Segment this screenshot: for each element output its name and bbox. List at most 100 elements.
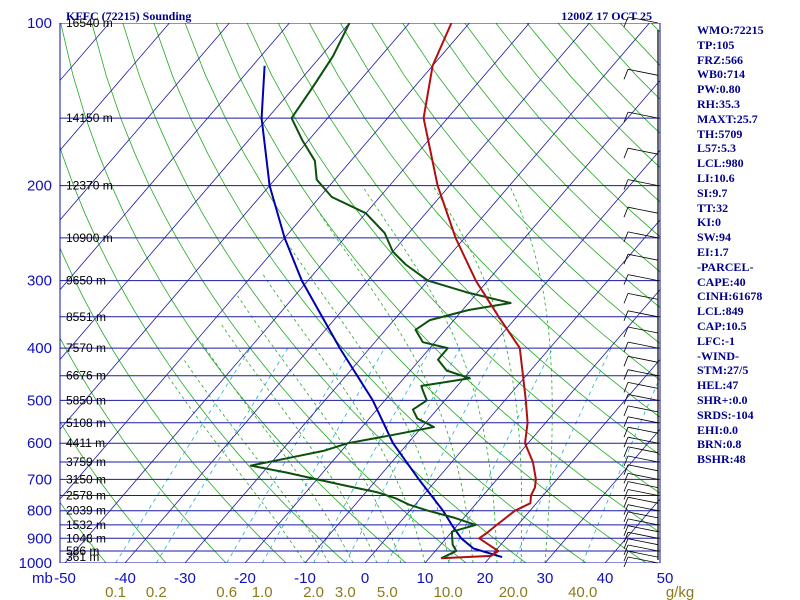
height-label: 5850 m xyxy=(66,393,106,407)
temperature-tick-label: 30 xyxy=(537,570,554,587)
wind-barb-flag xyxy=(623,111,629,123)
pressure-tick-label: 800 xyxy=(27,503,52,520)
wind-barb xyxy=(627,473,659,480)
wind-barb xyxy=(627,464,659,472)
wind-barb xyxy=(627,341,659,349)
wind-barb xyxy=(627,416,659,424)
dry-adiabat-line xyxy=(277,23,660,456)
pressure-tick-label: 400 xyxy=(27,340,52,357)
station-title: KFFC (72215) Sounding xyxy=(66,9,191,23)
chart-grid xyxy=(60,23,660,563)
dry-adiabat-line xyxy=(402,23,660,308)
temperature-tick-label: 40 xyxy=(597,570,614,587)
sounding-index-item: L57:5.3 xyxy=(697,141,736,156)
isotherm-line xyxy=(244,79,660,563)
isotherm-line xyxy=(484,358,660,563)
sounding-index-item: PW:0.80 xyxy=(697,82,741,97)
wind-barb-flag xyxy=(623,481,629,492)
dry-adiabat-line xyxy=(433,23,660,273)
wind-barb-flag xyxy=(623,416,629,427)
wind-barb-flag xyxy=(623,231,629,243)
isotherm-line xyxy=(60,23,410,430)
wind-barb xyxy=(627,111,659,119)
height-label: 8551 m xyxy=(66,310,106,324)
wind-barb xyxy=(627,550,659,558)
pressure-tick-label: 600 xyxy=(27,435,52,452)
height-label: 361 m xyxy=(66,550,99,564)
wind-barb xyxy=(627,231,659,239)
sounding-index-item: SHR+:0.0 xyxy=(697,392,748,407)
wind-barb xyxy=(627,179,659,186)
temperature-tick-label: 20 xyxy=(477,570,494,587)
sounding-index-item: LCL:849 xyxy=(697,304,744,319)
dry-adiabat-line xyxy=(60,421,167,563)
wind-barb xyxy=(627,16,659,24)
sounding-index-item: RH:35.3 xyxy=(697,96,740,111)
mixing-ratio-tick-label: 2.0 xyxy=(303,584,324,600)
mixing-ratio-tick-label: 5.0 xyxy=(377,584,398,600)
dry-adiabat-line xyxy=(60,337,227,563)
mixing-ratio-tick-label: 10.0 xyxy=(433,584,462,600)
mixing-ratio-tick-label: 20.0 xyxy=(499,584,528,600)
wind-barb-flag xyxy=(623,464,629,475)
sounding-index-item: TP:105 xyxy=(697,37,735,52)
sounding-index-item: WMO:72215 xyxy=(697,23,764,37)
wind-barb-flag xyxy=(623,518,629,530)
wind-barb xyxy=(627,531,659,539)
wind-barb xyxy=(627,206,659,214)
dry-adiabat-line xyxy=(91,23,467,563)
sounding-index-item: EI:1.7 xyxy=(697,244,729,259)
sounding-index-item: SRDS:-104 xyxy=(697,407,754,422)
height-label: 10900 m xyxy=(66,231,113,245)
sounding-index-item: CAPE:40 xyxy=(697,274,746,289)
dry-adiabat-line xyxy=(371,23,660,345)
wind-barb-flag xyxy=(623,356,629,367)
sounding-index-item: EHI:0.0 xyxy=(697,422,739,437)
sounding-index-item: SI:9.7 xyxy=(697,185,728,200)
wind-barb-flag xyxy=(623,427,629,438)
dry-adiabat-line xyxy=(215,23,660,533)
parcel-path-line xyxy=(260,65,503,559)
height-label: 3150 m xyxy=(66,472,106,486)
sounding-index-item: MAXT:25.7 xyxy=(697,111,758,126)
wind-barb-flag xyxy=(623,497,629,508)
height-label: 5108 m xyxy=(66,416,106,430)
wind-barb-flag xyxy=(623,446,629,457)
wind-barb-flag xyxy=(623,69,629,80)
temperature-tick-label: 0 xyxy=(361,570,369,587)
sounding-index-item: SW:94 xyxy=(697,230,732,245)
sounding-index-item: WB0:714 xyxy=(697,67,745,82)
wind-barb-flag xyxy=(623,394,629,405)
temperature-tick-label: -30 xyxy=(174,570,196,587)
wind-barb xyxy=(627,489,659,496)
moist-adiabat-line xyxy=(289,246,450,563)
isotherm-line xyxy=(124,23,590,563)
moist-adiabat-line xyxy=(237,295,402,563)
sounding-index-item: BRN:0.8 xyxy=(697,437,742,452)
wind-barb xyxy=(627,382,659,389)
wind-barb xyxy=(627,394,659,401)
wind-barb xyxy=(627,556,659,564)
wind-barb-flag xyxy=(623,532,629,543)
wind-barb-flag xyxy=(623,550,629,562)
wind-barb-flag xyxy=(623,310,629,321)
height-label: 6676 m xyxy=(66,369,106,383)
isotherm-line xyxy=(424,289,660,563)
mixing-ratio-unit-label: g/kg xyxy=(666,584,694,600)
isotherm-line xyxy=(304,149,660,563)
height-label: 9650 m xyxy=(66,274,106,288)
wind-barb-flag xyxy=(623,511,629,523)
height-label: 12370 m xyxy=(66,179,113,193)
isotherm-line xyxy=(60,23,230,221)
isotherm-line xyxy=(544,428,660,563)
temperature-tick-label: -40 xyxy=(114,570,136,587)
isotherm-line xyxy=(64,23,530,563)
moist-adiabat-line xyxy=(167,375,306,563)
isotherm-line xyxy=(60,23,470,500)
wind-barb-flag xyxy=(623,179,629,190)
isotherm-line xyxy=(60,23,290,291)
mixing-ratio-tick-label: 3.0 xyxy=(335,584,356,600)
wind-barb-flag xyxy=(623,544,629,556)
sounding-index-item: LFC:-1 xyxy=(697,333,735,348)
